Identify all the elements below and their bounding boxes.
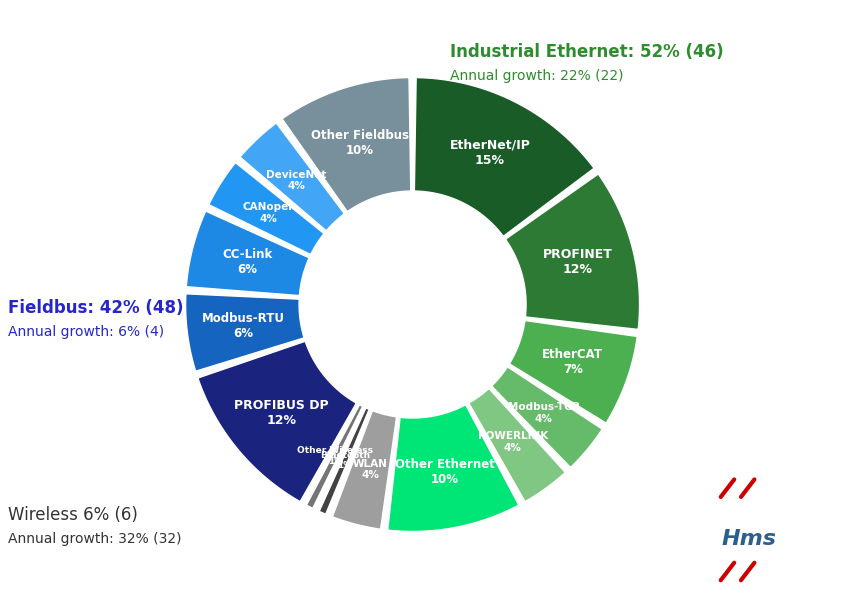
Text: Annual growth: 22% (22): Annual growth: 22% (22): [450, 69, 624, 83]
Polygon shape: [186, 211, 309, 295]
Text: WLAN
4%: WLAN 4%: [353, 459, 387, 480]
Polygon shape: [209, 163, 324, 255]
Polygon shape: [185, 294, 304, 371]
Text: Modbus-TCP
4%: Modbus-TCP 4%: [508, 402, 579, 424]
Text: Wireless 6% (6): Wireless 6% (6): [8, 505, 138, 524]
Polygon shape: [240, 123, 344, 231]
Text: EtherNet/IP
15%: EtherNet/IP 15%: [450, 139, 530, 167]
Text: CC-Link
6%: CC-Link 6%: [222, 248, 273, 276]
Text: PROFIBUS DP
12%: PROFIBUS DP 12%: [234, 399, 328, 427]
Polygon shape: [282, 77, 411, 212]
Polygon shape: [306, 405, 363, 509]
Text: Fieldbus: 42% (48): Fieldbus: 42% (48): [8, 298, 184, 317]
Polygon shape: [469, 389, 565, 502]
Text: Other Wireless
1%: Other Wireless 1%: [297, 446, 373, 466]
Polygon shape: [198, 341, 356, 502]
Polygon shape: [492, 367, 602, 468]
Text: Industrial Ethernet: 52% (46): Industrial Ethernet: 52% (46): [450, 43, 724, 61]
Polygon shape: [505, 174, 640, 329]
Text: Other Fieldbus
10%: Other Fieldbus 10%: [311, 128, 409, 157]
Text: CANopen
4%: CANopen 4%: [242, 202, 296, 224]
Text: Other Ethernet
10%: Other Ethernet 10%: [395, 458, 494, 486]
Polygon shape: [387, 405, 519, 532]
Polygon shape: [414, 77, 594, 236]
Polygon shape: [509, 320, 637, 423]
Polygon shape: [333, 410, 397, 529]
Text: Annual growth: 6% (4): Annual growth: 6% (4): [8, 325, 164, 339]
Text: PROFINET
12%: PROFINET 12%: [542, 248, 612, 276]
Text: Modbus-RTU
6%: Modbus-RTU 6%: [202, 312, 285, 340]
Polygon shape: [319, 408, 369, 514]
Text: Annual growth: 32% (32): Annual growth: 32% (32): [8, 532, 182, 546]
Text: EtherCAT
7%: EtherCAT 7%: [542, 348, 603, 376]
Text: Hms: Hms: [722, 529, 777, 549]
Text: POWERLINK
4%: POWERLINK 4%: [477, 431, 548, 453]
Text: Bluetooth
1%: Bluetooth 1%: [320, 451, 370, 470]
Text: DeviceNet
4%: DeviceNet 4%: [266, 170, 326, 191]
